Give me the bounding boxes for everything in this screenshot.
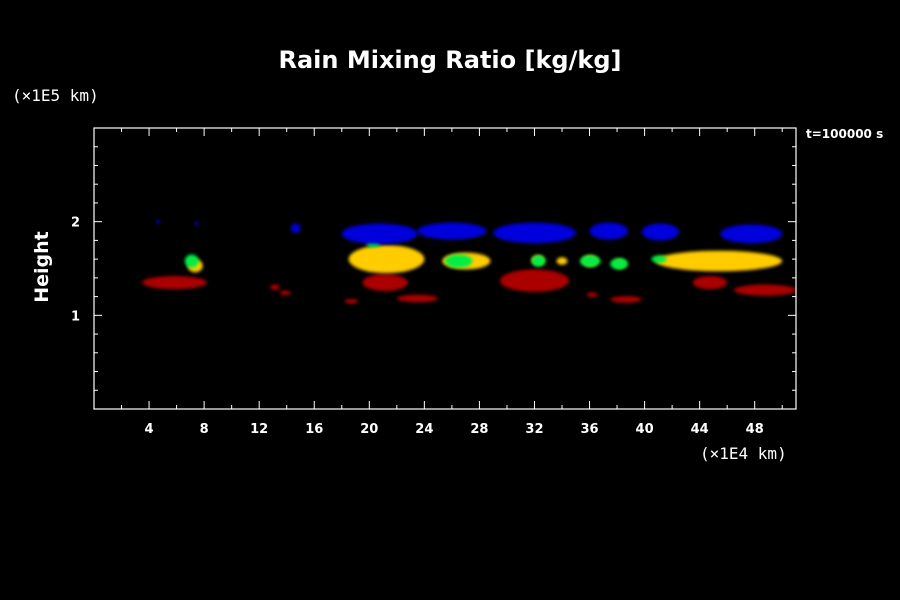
rain-cell-low	[586, 292, 598, 298]
rain-cell-mid	[651, 255, 667, 263]
y-tick-label: 2	[71, 216, 80, 231]
rain-cell-mid	[579, 255, 601, 267]
rain-cell-top	[589, 222, 629, 240]
plot-frame	[93, 127, 797, 410]
y-tick-label: 1	[71, 309, 80, 324]
x-tick-label: 32	[525, 422, 543, 437]
rain-cell-high	[655, 250, 783, 272]
rain-cell-mid	[445, 254, 473, 268]
rain-cell-top	[493, 222, 576, 244]
x-tick-label: 44	[691, 422, 709, 437]
rain-cell-mid	[184, 254, 199, 268]
rain-cell-low	[344, 298, 359, 304]
rain-cell-high	[556, 257, 568, 265]
rain-cell-low	[396, 294, 439, 303]
rain-cell-top	[720, 224, 783, 244]
rain-cell-top	[417, 222, 487, 240]
rain-cell-mid	[531, 255, 546, 267]
x-tick-label: 28	[470, 422, 488, 437]
rain-cell-low	[362, 274, 408, 291]
x-tick-label: 48	[746, 422, 764, 437]
rain-cell-low	[500, 269, 569, 292]
y-axis-units: (×1E5 km)	[12, 86, 99, 105]
rain-cell-low	[734, 284, 796, 296]
x-tick-label: 20	[360, 422, 378, 437]
x-tick-label: 8	[200, 422, 209, 437]
rain-cell-top	[341, 223, 418, 245]
x-tick-label: 40	[636, 422, 654, 437]
x-tick-label: 12	[250, 422, 268, 437]
x-tick-label: 4	[145, 422, 154, 437]
x-tick-label: 16	[305, 422, 323, 437]
time-label: t=100000 s	[806, 127, 884, 141]
rain-field	[142, 219, 796, 304]
rain-cell-low	[279, 290, 291, 296]
rain-cell-top	[290, 223, 301, 233]
rain-cell-top	[194, 221, 199, 226]
x-tick-label: 36	[580, 422, 598, 437]
rain-cell-low	[270, 284, 280, 291]
x-tick-label: 24	[415, 422, 433, 437]
rain-cell-top	[641, 223, 680, 241]
rain-cell-low	[692, 275, 728, 290]
chart-title: Rain Mixing Ratio [kg/kg]	[278, 46, 622, 74]
rain-cell-low	[610, 296, 642, 303]
x-axis-units: (×1E4 km)	[700, 444, 787, 463]
rain-cell-low	[142, 275, 207, 290]
rain-cell-mid	[610, 258, 629, 270]
rain-cell-high	[348, 245, 425, 274]
rain-cell-top	[155, 219, 161, 224]
